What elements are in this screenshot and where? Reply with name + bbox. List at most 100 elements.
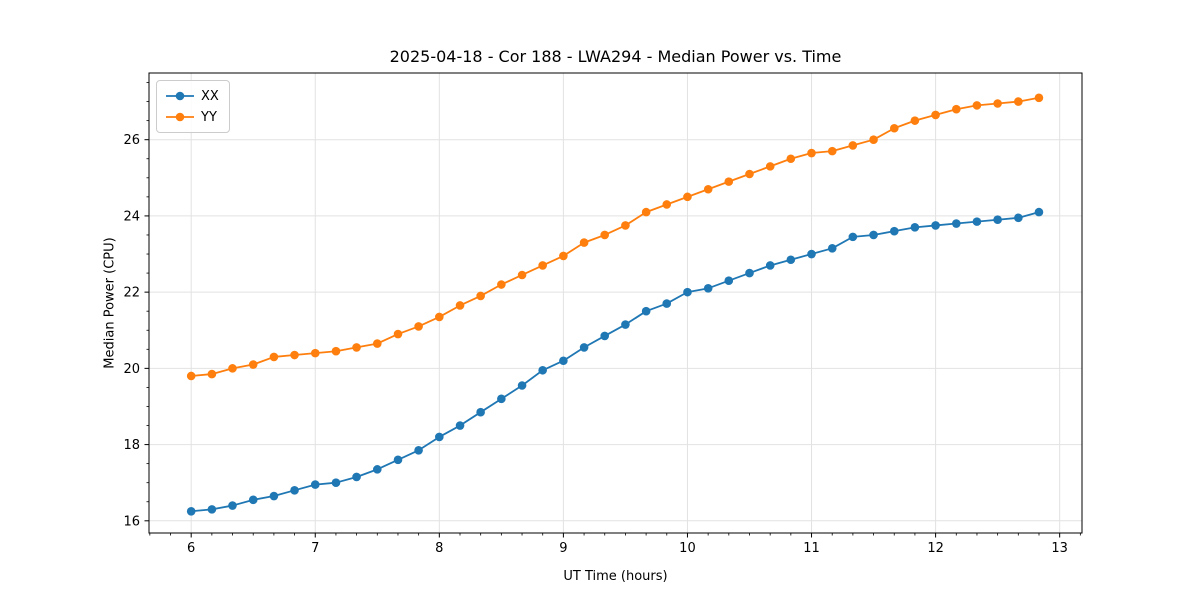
data-point-xx <box>207 505 217 514</box>
y-axis-label: Median Power (CPU) <box>102 237 118 369</box>
data-point-yy <box>848 141 858 150</box>
x-tick-label: 6 <box>187 541 195 556</box>
data-point-xx <box>641 306 651 316</box>
x-tick-label: 11 <box>803 541 820 556</box>
data-point-xx <box>972 217 982 226</box>
legend-item-yy: YY <box>165 107 219 127</box>
data-point-yy <box>579 238 589 247</box>
data-point-yy <box>745 169 754 179</box>
legend-label: XX <box>201 88 219 104</box>
data-point-yy <box>372 339 382 348</box>
data-point-xx <box>290 486 299 495</box>
data-point-xx <box>807 249 816 259</box>
data-point-xx <box>786 255 796 265</box>
legend-swatch <box>166 112 194 122</box>
data-point-xx <box>869 230 878 240</box>
data-point-yy <box>662 200 672 209</box>
data-point-xx <box>248 495 258 505</box>
data-point-yy <box>1014 97 1023 106</box>
data-point-xx <box>517 381 527 390</box>
data-point-xx <box>579 343 589 352</box>
data-point-yy <box>559 251 568 261</box>
data-point-xx <box>889 226 899 236</box>
data-point-xx <box>435 432 444 442</box>
x-tick-label: 7 <box>311 541 319 556</box>
data-point-yy <box>1034 93 1044 103</box>
series-line-xx <box>191 211 1040 513</box>
axes-spines <box>148 72 1083 534</box>
data-point-yy <box>765 162 775 171</box>
data-point-xx <box>393 455 403 465</box>
data-point-yy <box>972 101 982 110</box>
y-tick-label: 20 <box>123 362 140 377</box>
data-point-yy <box>827 146 837 156</box>
y-tick-label: 24 <box>123 209 140 224</box>
data-point-yy <box>952 104 961 114</box>
x-tick-label: 9 <box>559 541 567 556</box>
data-point-xx <box>497 394 506 404</box>
legend-swatch <box>166 91 194 101</box>
data-point-xx <box>414 445 423 455</box>
data-point-yy <box>538 261 547 270</box>
data-point-xx <box>703 284 713 293</box>
data-point-xx <box>993 215 1002 225</box>
data-point-xx <box>331 478 341 487</box>
data-point-yy <box>724 177 734 186</box>
data-point-xx <box>745 268 754 278</box>
x-tick-label: 10 <box>679 541 696 556</box>
data-point-xx <box>228 501 237 510</box>
data-point-xx <box>621 320 630 329</box>
data-point-yy <box>517 270 527 280</box>
data-point-yy <box>228 364 237 373</box>
legend: XX YY <box>156 80 230 133</box>
data-point-yy <box>393 329 403 339</box>
y-tick-label: 16 <box>123 514 140 529</box>
legend-item-xx: XX <box>165 86 219 106</box>
data-point-xx <box>827 244 837 253</box>
data-point-xx <box>476 407 485 417</box>
data-point-xx <box>848 232 858 242</box>
data-point-yy <box>807 148 816 158</box>
data-point-xx <box>1034 207 1044 217</box>
y-tick-label: 26 <box>123 133 140 148</box>
data-point-yy <box>683 192 692 202</box>
data-point-yy <box>869 135 878 144</box>
data-point-yy <box>455 301 465 310</box>
data-point-xx <box>1014 213 1023 223</box>
data-point-yy <box>600 230 610 240</box>
legend-label: YY <box>201 109 217 125</box>
data-point-yy <box>703 184 713 194</box>
data-point-yy <box>435 312 444 322</box>
x-tick-label: 12 <box>927 541 944 556</box>
data-point-xx <box>352 472 361 482</box>
data-point-yy <box>290 350 299 360</box>
data-point-xx <box>724 276 734 286</box>
data-point-yy <box>310 348 320 358</box>
data-point-xx <box>662 299 672 308</box>
data-point-xx <box>269 491 279 501</box>
data-point-xx <box>186 506 196 516</box>
data-point-yy <box>931 110 940 120</box>
data-point-xx <box>683 287 692 297</box>
data-point-xx <box>910 223 920 232</box>
data-point-yy <box>352 343 361 352</box>
data-point-yy <box>269 352 279 362</box>
y-tick-label: 18 <box>123 438 140 453</box>
data-point-yy <box>331 346 341 356</box>
data-point-yy <box>248 360 258 369</box>
data-point-xx <box>455 421 465 430</box>
data-point-yy <box>497 280 506 289</box>
data-point-yy <box>786 154 796 164</box>
data-point-yy <box>476 291 485 301</box>
chart-title: 2025-04-18 - Cor 188 - LWA294 - Median P… <box>389 47 842 66</box>
y-tick-label: 22 <box>123 286 140 301</box>
data-point-xx <box>372 465 382 474</box>
data-point-yy <box>186 371 196 381</box>
data-point-xx <box>765 261 775 270</box>
data-point-yy <box>207 369 217 379</box>
x-tick-label: 8 <box>435 541 443 556</box>
data-point-xx <box>559 356 568 366</box>
data-point-yy <box>889 123 899 133</box>
